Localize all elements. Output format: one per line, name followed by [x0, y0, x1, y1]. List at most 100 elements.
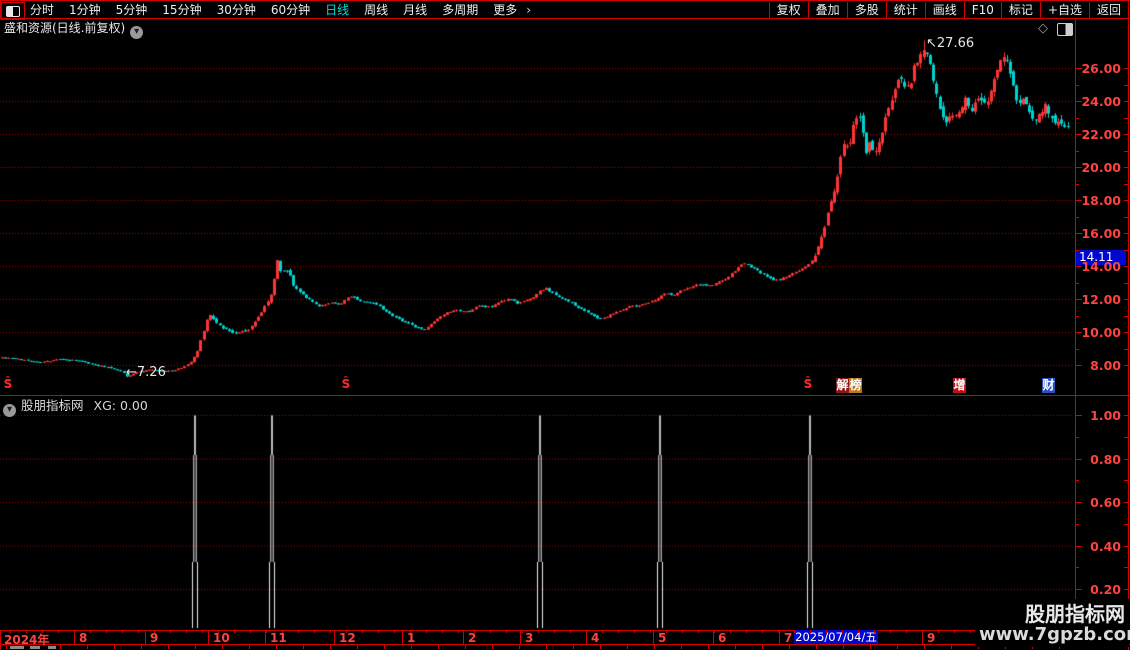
week-tick: [282, 630, 283, 633]
indicator-tick: [1124, 480, 1128, 482]
indicator-tick: [1124, 567, 1128, 569]
tab-1分钟[interactable]: 1分钟: [69, 3, 101, 17]
price-tick: [1075, 315, 1079, 317]
tab-日线[interactable]: 日线: [325, 3, 350, 17]
price-tick: [1124, 315, 1128, 317]
event-badge-榜[interactable]: 榜: [849, 378, 862, 393]
tab-5分钟[interactable]: 5分钟: [115, 3, 148, 17]
action-多股[interactable]: 多股: [846, 2, 886, 18]
indicator-name[interactable]: 股朋指标网: [21, 398, 84, 413]
watermark-site-name: 股朋指标网: [1025, 602, 1125, 626]
month-separator: [74, 630, 75, 644]
indicator-tick: [1124, 589, 1128, 590]
week-tick: [586, 630, 587, 633]
week-tick: [810, 630, 811, 633]
tab-周线[interactable]: 周线: [364, 3, 389, 17]
indicator-value: XG: 0.00: [93, 398, 148, 413]
chevron-down-icon[interactable]: ▾: [130, 26, 144, 39]
panel-toggle-icon[interactable]: [1057, 23, 1073, 36]
bottom-strip-tick: [465, 645, 466, 649]
indicator-tick: [1075, 545, 1082, 547]
week-tick: [842, 630, 843, 633]
action-+自选[interactable]: +自选: [1039, 2, 1089, 18]
bottom-strip-tick: [303, 645, 304, 649]
week-tick: [58, 630, 59, 633]
price-tick-label: 10.00: [1081, 325, 1121, 340]
tab-60分钟[interactable]: 60分钟: [270, 3, 311, 17]
price-tick: [1075, 233, 1082, 234]
week-tick: [762, 630, 763, 633]
price-tick: [1124, 150, 1128, 152]
last-price-badge: 14.11: [1076, 250, 1126, 265]
indicator-tick: [1075, 502, 1082, 503]
layout-icon[interactable]: [1, 2, 25, 20]
month-separator: [402, 630, 403, 644]
action-F10[interactable]: F10: [963, 2, 1001, 18]
tab-更多[interactable]: 更多: [493, 3, 518, 17]
month-separator: [653, 630, 654, 644]
action-返回[interactable]: 返回: [1088, 2, 1129, 18]
signal-mark: Ŝ: [341, 377, 351, 391]
week-tick: [890, 630, 891, 633]
action-复权[interactable]: 复权: [768, 2, 808, 18]
price-tick: [1075, 167, 1082, 168]
week-tick: [106, 630, 107, 633]
price-tick: [1075, 299, 1082, 300]
action-统计[interactable]: 统计: [885, 2, 925, 18]
chevron-down-icon[interactable]: ▾: [3, 404, 16, 417]
action-画线[interactable]: 画线: [924, 2, 964, 18]
price-tick: [1075, 117, 1079, 119]
price-tick: [1124, 332, 1128, 333]
bottom-strip-tick: [114, 645, 115, 649]
tab-分时[interactable]: 分时: [30, 3, 55, 17]
indicator-tick: [1124, 415, 1128, 416]
tab-月线[interactable]: 月线: [403, 3, 428, 17]
event-badge-财[interactable]: 财: [1042, 378, 1055, 393]
week-tick: [538, 630, 539, 633]
week-tick: [474, 630, 475, 633]
price-tick: [1124, 134, 1128, 135]
price-tick: [1124, 249, 1128, 251]
clipped-text-fragment: [48, 646, 56, 649]
price-tick: [1075, 68, 1082, 69]
price-axis-line: [1075, 19, 1076, 644]
indicator-header: ▾ 股朋指标网 XG: 0.00: [3, 398, 148, 417]
week-tick: [490, 630, 491, 633]
week-tick: [186, 630, 187, 633]
month-separator: [922, 630, 923, 644]
month-separator: [334, 630, 335, 644]
event-badge-解[interactable]: 解: [836, 378, 849, 393]
tab-30分钟[interactable]: 30分钟: [216, 3, 256, 17]
month-separator: [779, 630, 780, 644]
price-tick: [1124, 167, 1128, 168]
week-tick: [714, 630, 715, 633]
price-tick: [1075, 282, 1079, 284]
signal-mark: Ŝ: [803, 377, 813, 391]
price-tick: [1124, 282, 1128, 284]
low-price-annotation: ←7.26: [126, 365, 166, 380]
bottom-strip-tick: [492, 645, 493, 649]
tab-15分钟[interactable]: 15分钟: [162, 3, 202, 17]
tab-多周期[interactable]: 多周期: [442, 3, 479, 17]
action-叠加[interactable]: 叠加: [807, 2, 847, 18]
price-tick: [1124, 348, 1128, 350]
price-tick-label: 22.00: [1081, 127, 1121, 142]
week-tick: [618, 630, 619, 633]
price-tick: [1075, 266, 1082, 267]
price-tick: [1075, 101, 1082, 102]
chevron-right-icon[interactable]: ›: [526, 3, 532, 17]
week-tick: [970, 630, 971, 633]
bottom-strip-tick: [870, 645, 871, 649]
month-separator: [265, 630, 266, 644]
week-tick: [298, 630, 299, 633]
signal-mark: Ŝ: [3, 377, 13, 391]
action-标记[interactable]: 标记: [1000, 2, 1040, 18]
bottom-strip-tick: [357, 645, 358, 649]
chart-title[interactable]: 盛和资源(日线.前复权): [4, 21, 126, 35]
bottom-strip-tick: [897, 645, 898, 649]
price-tick: [1124, 183, 1128, 185]
week-tick: [266, 630, 267, 633]
event-badge-增[interactable]: 增: [953, 378, 966, 393]
diamond-icon[interactable]: ◇: [1038, 21, 1048, 36]
